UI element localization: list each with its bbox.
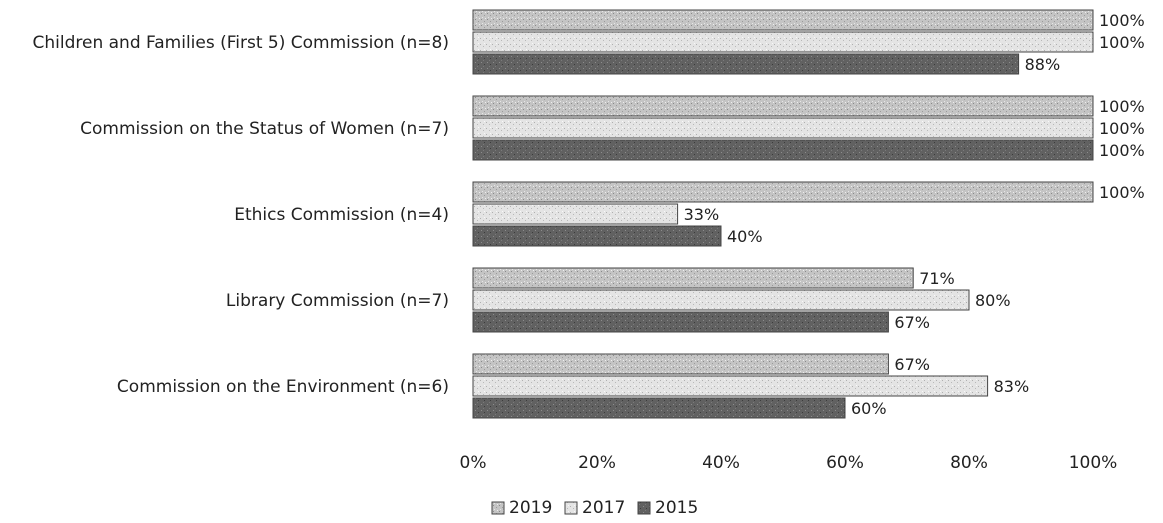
data-label-2019: 71% xyxy=(919,269,955,288)
data-label-2019: 67% xyxy=(894,355,930,374)
category-label: Commission on the Status of Women (n=7) xyxy=(80,119,449,139)
data-label-2015: 40% xyxy=(727,227,763,246)
bar-2017 xyxy=(472,289,970,311)
bar-2019 xyxy=(472,353,889,375)
bar-2015 xyxy=(472,53,1020,75)
data-label-2019: 100% xyxy=(1099,183,1145,202)
x-tick-label: 0% xyxy=(460,453,487,473)
data-labels: 100% 100% 88% 100% 100% 100% 100% 33% 40% 71% 80% 6… xyxy=(684,11,1145,418)
x-tick-label: 60% xyxy=(826,453,864,473)
bar-2019 xyxy=(472,9,1094,31)
bar-2019 xyxy=(472,95,1094,117)
category-label: Children and Families (First 5) Commissi… xyxy=(33,33,450,53)
x-tick-label: 40% xyxy=(702,453,740,473)
bar-2017 xyxy=(472,31,1094,53)
data-label-2019: 100% xyxy=(1099,97,1145,116)
category-label: Commission on the Environment (n=6) xyxy=(117,377,449,397)
category-labels: Children and Families (First 5) Commissi… xyxy=(33,33,450,397)
data-label-2017: 100% xyxy=(1099,119,1145,138)
legend-swatch-2017 xyxy=(564,501,578,515)
legend-label-2019: 2019 xyxy=(509,498,552,518)
category-label: Ethics Commission (n=4) xyxy=(234,205,449,225)
bar-2017 xyxy=(472,375,989,397)
data-label-2017: 80% xyxy=(975,291,1011,310)
bars xyxy=(472,9,1094,419)
data-label-2017: 100% xyxy=(1099,33,1145,52)
bar-2017 xyxy=(472,117,1094,139)
category-label: Library Commission (n=7) xyxy=(226,291,449,311)
legend: 2019 2017 2015 xyxy=(491,498,698,518)
bar-2017 xyxy=(472,203,679,225)
legend-label-2017: 2017 xyxy=(582,498,625,518)
legend-label-2015: 2015 xyxy=(655,498,698,518)
data-label-2015: 100% xyxy=(1099,141,1145,160)
x-tick-label: 20% xyxy=(578,453,616,473)
bar-2015 xyxy=(472,225,722,247)
data-label-2019: 100% xyxy=(1099,11,1145,30)
data-label-2015: 60% xyxy=(851,399,887,418)
bar-2015 xyxy=(472,139,1094,161)
x-axis-ticks: 0% 20% 40% 60% 80% 100% xyxy=(460,453,1118,473)
data-label-2015: 88% xyxy=(1025,55,1061,74)
legend-swatch-2015 xyxy=(637,501,651,515)
legend-swatch-2019 xyxy=(491,501,505,515)
bar-2015 xyxy=(472,397,846,419)
data-label-2017: 83% xyxy=(994,377,1030,396)
x-tick-label: 80% xyxy=(950,453,988,473)
bar-2019 xyxy=(472,267,914,289)
data-label-2017: 33% xyxy=(684,205,720,224)
bar-2015 xyxy=(472,311,889,333)
data-label-2015: 67% xyxy=(894,313,930,332)
x-tick-label: 100% xyxy=(1069,453,1118,473)
bar-2019 xyxy=(472,181,1094,203)
